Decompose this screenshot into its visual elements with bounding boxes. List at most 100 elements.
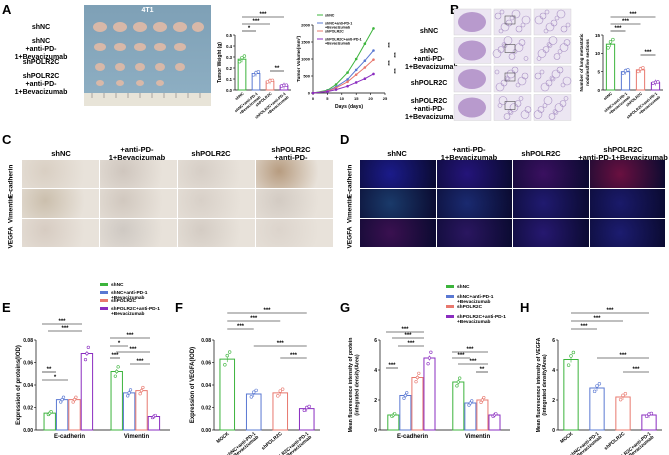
text-line: *** xyxy=(237,324,245,330)
data-point xyxy=(571,350,576,355)
alveolus xyxy=(524,106,532,113)
alveolus xyxy=(553,53,561,60)
histology-tile xyxy=(533,94,572,121)
y-axis-label: Mean fluorescence intensity of protein(i… xyxy=(348,338,361,433)
significance-label: *** xyxy=(644,50,652,56)
bar xyxy=(476,399,489,431)
text-line: 0 xyxy=(312,96,315,101)
text-line: 6 xyxy=(552,338,555,344)
text-line: shNC xyxy=(603,92,613,102)
data-point xyxy=(276,394,280,398)
if-tile xyxy=(513,189,589,218)
data-point xyxy=(417,371,421,375)
zoom-box xyxy=(504,15,516,25)
panel-label-c: C xyxy=(2,132,12,147)
bar xyxy=(411,377,424,431)
data-point xyxy=(608,40,613,44)
alveolus xyxy=(545,22,555,32)
text-line: Vimentin xyxy=(465,434,491,440)
bar xyxy=(452,381,465,431)
c-col-header-2: +anti-PD-1+Bevacizumab xyxy=(108,145,166,162)
x-category-label: E-cadherin xyxy=(397,434,428,440)
y-tick-label: 0.4 xyxy=(226,44,232,49)
y-tick-label: 4 xyxy=(552,368,555,374)
data-point xyxy=(626,68,630,72)
ihc-tile xyxy=(178,189,255,218)
legend-label: shPOLR2C xyxy=(457,304,483,310)
text-line: 5 xyxy=(326,96,329,101)
alveolus xyxy=(549,75,555,81)
bar xyxy=(245,393,262,431)
bar xyxy=(135,390,148,431)
significance-label: *** xyxy=(393,68,398,74)
y-axis-label: Number of lung metastaticnodules/five se… xyxy=(579,33,590,91)
chart-f: 0.00 0.02 0.04 0.06 0.08 Expression of VEGFA(… xyxy=(190,308,320,455)
bar xyxy=(237,58,247,91)
text-line: +Bevacizumab xyxy=(111,295,145,301)
data-point xyxy=(363,42,367,45)
a-row-label-1: shNC xyxy=(31,24,51,31)
text-line: E-cadherin xyxy=(54,434,85,440)
text-line: *** xyxy=(407,341,415,347)
data-point xyxy=(372,58,375,61)
text-line: 6 xyxy=(374,338,377,344)
tumor-photo-art xyxy=(84,22,211,106)
text-line: 0 xyxy=(552,428,555,434)
significance-label: * xyxy=(54,375,57,381)
alveolus xyxy=(499,9,505,15)
text-line: *** xyxy=(290,353,298,359)
text-line: *** xyxy=(277,341,285,347)
text-line: *** xyxy=(632,367,640,373)
text-line: 0.0 xyxy=(226,88,232,93)
lung-section xyxy=(458,40,486,61)
text-line: *** xyxy=(404,333,412,339)
text-line: ** xyxy=(47,367,52,373)
y-tick-label: 0 xyxy=(374,428,377,434)
lung-section xyxy=(458,97,486,118)
significance-label: *** xyxy=(387,60,392,66)
alveolus xyxy=(562,76,572,86)
text-line: 10 xyxy=(340,96,345,101)
text-line: +Bevacizumab xyxy=(457,319,491,325)
text-line: * xyxy=(248,26,251,32)
text-line: *** xyxy=(644,50,652,56)
text-line: nodules/five sections xyxy=(585,39,590,86)
data-point xyxy=(139,389,144,393)
y-tick-label: 0.00 xyxy=(201,428,211,434)
histology-tile xyxy=(533,8,572,36)
bar xyxy=(68,399,81,431)
y-tick-label: 0.1 xyxy=(226,77,232,82)
x-category-label: shNC+anti-PD-1+Bevacizumab xyxy=(569,431,604,455)
significance-label: * xyxy=(248,26,251,32)
significance-label: *** xyxy=(129,347,137,353)
x-category-label: shPOLR2C+anti-PD-1+Bevacizumab xyxy=(254,91,290,123)
if-tile xyxy=(360,160,436,189)
significance-label: *** xyxy=(387,42,392,48)
y-tick-label: 0 xyxy=(597,88,600,93)
data-point xyxy=(252,390,256,394)
bar xyxy=(43,412,56,431)
data-point xyxy=(649,411,654,416)
c-row-label-vegfa: VEGFA xyxy=(7,226,15,249)
bar xyxy=(605,43,616,91)
legend-label: shNC xyxy=(457,284,470,290)
legend-label: shNC xyxy=(111,282,124,288)
text-line: 0.08 xyxy=(23,338,33,344)
alveolus xyxy=(511,9,521,19)
text-line: *** xyxy=(126,333,134,339)
data-point xyxy=(597,382,602,386)
data-point xyxy=(363,66,367,69)
legend-label: shNC+anti-PD-1 +Bevacizumab xyxy=(457,294,494,305)
significance-label: *** xyxy=(388,363,396,369)
text-line: Days (days) xyxy=(335,104,363,110)
chart-g: 0 2 4 6 Mean fluorescence intensity of prote… xyxy=(348,284,510,440)
significance-label: *** xyxy=(252,19,260,25)
significance-label: *** xyxy=(58,319,66,325)
text-line: shPOLR2C+anti-PD-1 xyxy=(626,92,658,120)
text-line: shNC xyxy=(111,282,124,288)
data-point xyxy=(153,413,157,418)
significance-label: *** xyxy=(580,324,588,330)
y-tick-label: 0.02 xyxy=(201,405,211,411)
data-point xyxy=(126,394,130,398)
text-line: 0.5 xyxy=(226,33,232,38)
